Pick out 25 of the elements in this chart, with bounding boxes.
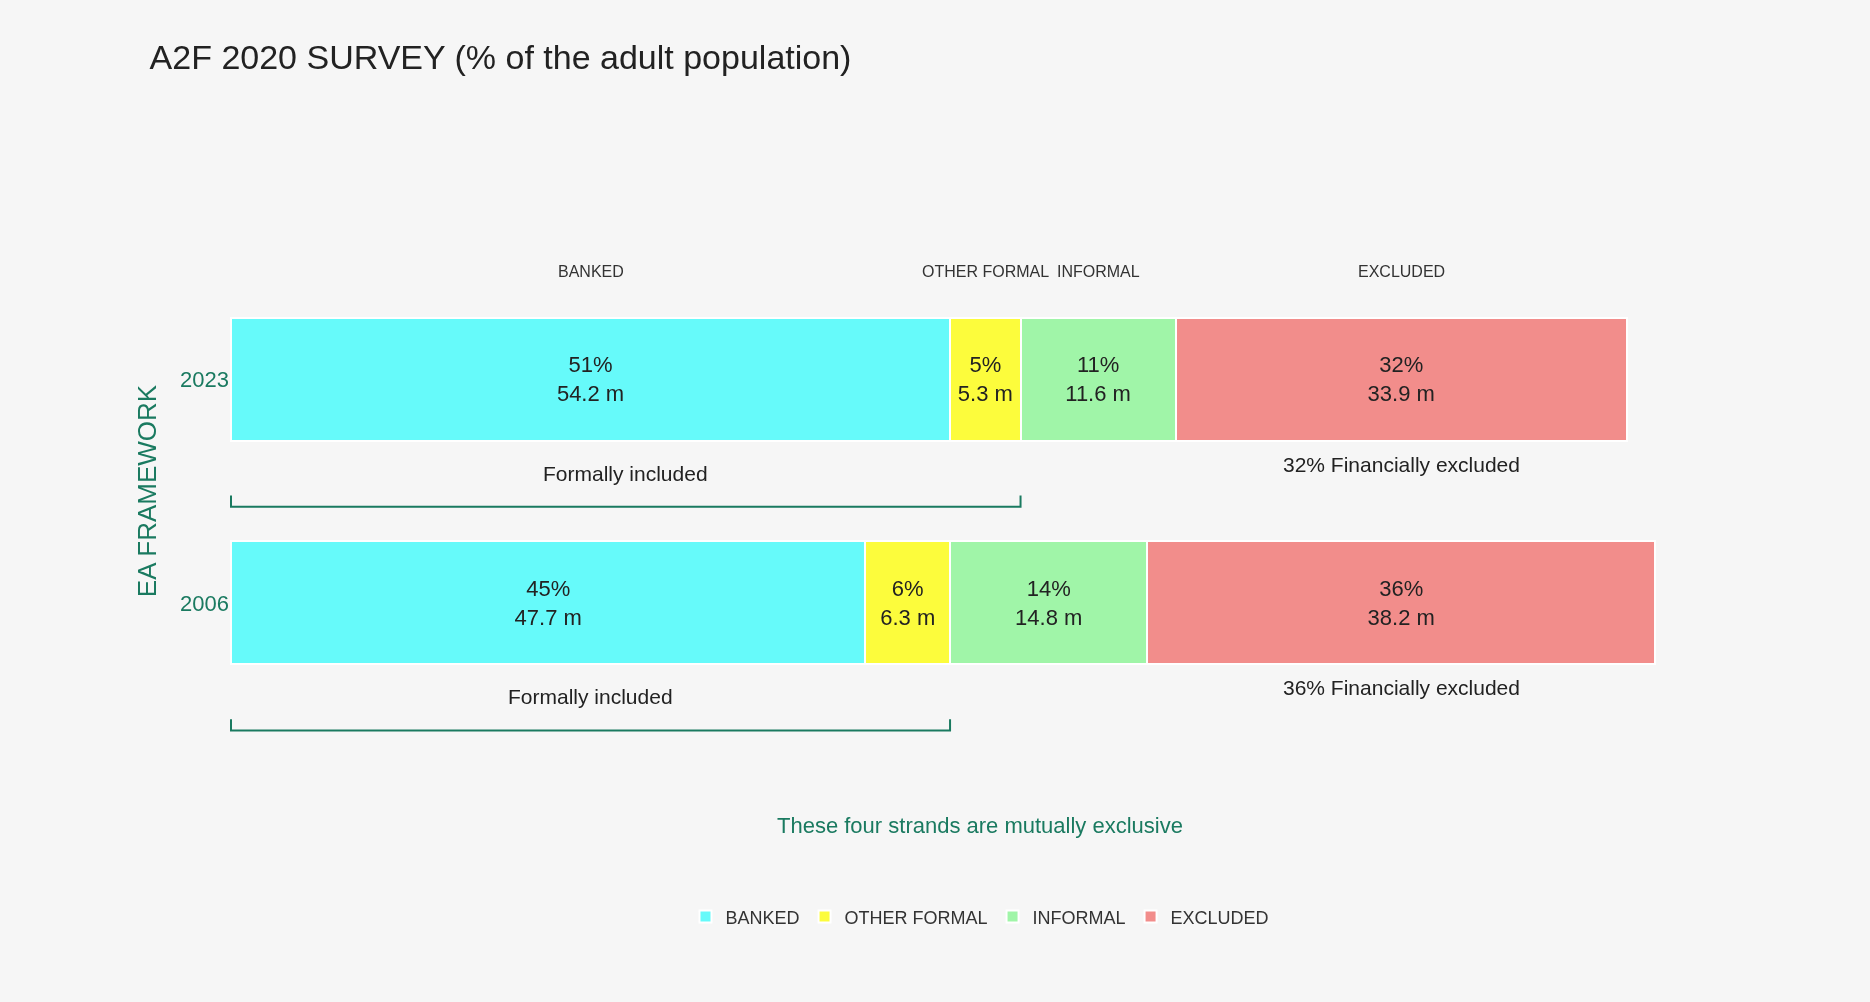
legend-label: BANKED [725, 907, 800, 928]
text: These four strands are mutually exclusive [777, 813, 1183, 838]
y-tick-label: 2023 [180, 366, 229, 392]
data-label: 45% 47.7 m [514, 576, 582, 630]
annotation: 36% Financially excluded [1283, 676, 1520, 699]
data-label: 36% 38.2 m [1367, 576, 1435, 630]
data-label: 11% 11.6 m [1065, 352, 1131, 406]
legend-label: EXCLUDED [1170, 907, 1269, 928]
y-tick-label: 2006 [180, 590, 229, 616]
text: EXCLUDED [1358, 263, 1446, 280]
annotation: Formally included [508, 685, 673, 708]
data-label: 6% 6.3 m [880, 576, 936, 630]
data-label: 14% 14.8 m [1015, 576, 1083, 630]
text: INFORMAL [1057, 263, 1140, 280]
text: BANKED [558, 263, 624, 280]
data-label: 51% 54.2 m [556, 352, 625, 406]
chart-title: A2F 2020 SURVEY (% of the adult population) [149, 37, 852, 76]
data-label: 32% 33.9 m [1367, 352, 1435, 406]
legend-label: OTHER FORMAL [844, 907, 988, 928]
annotation: 32% Financially excluded [1283, 453, 1520, 476]
legend-label: INFORMAL [1032, 907, 1126, 928]
y-axis-title: EA FRAMEWORK [132, 384, 163, 598]
data-label: 5% 5.3 m [957, 352, 1013, 406]
text: OTHER FORMAL [922, 263, 1050, 280]
annotation: Formally included [543, 462, 708, 485]
